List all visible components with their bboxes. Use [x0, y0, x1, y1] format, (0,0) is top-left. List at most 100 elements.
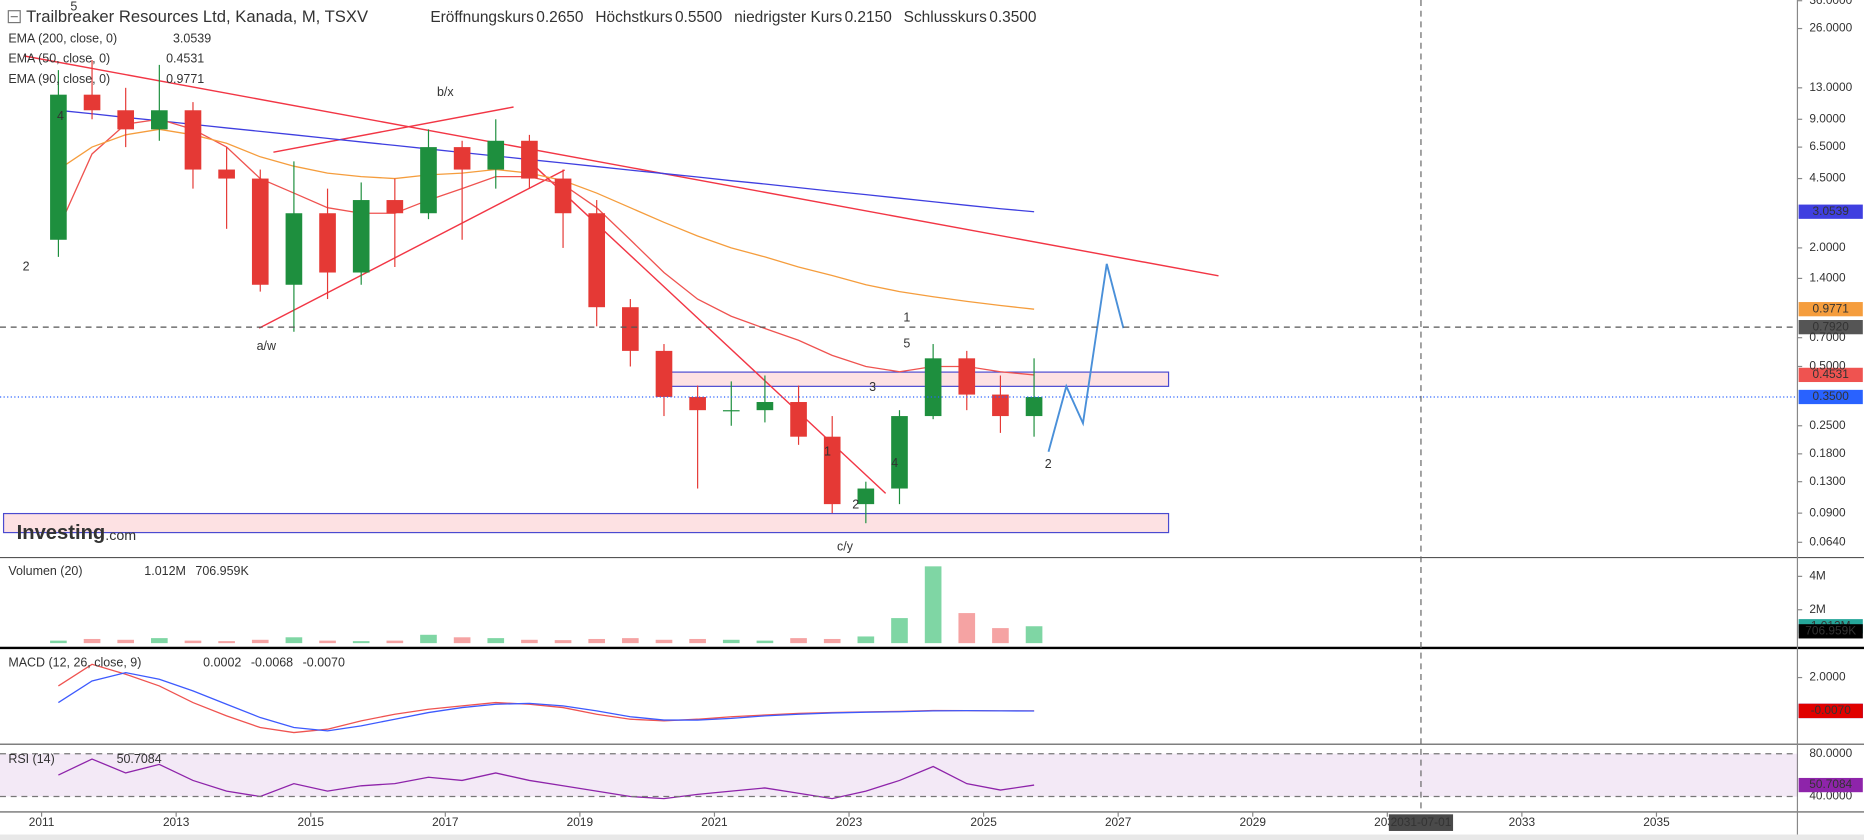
- price-tag-label: -0.0070: [1811, 703, 1852, 717]
- candle-body: [386, 200, 404, 214]
- indicator-line: [58, 758, 1035, 800]
- volume-bar: [790, 638, 807, 644]
- volume-bar: [420, 634, 437, 644]
- volume-bar: [117, 639, 135, 644]
- volume-bar: [251, 639, 269, 644]
- candle-body: [319, 213, 336, 273]
- zone-box: [2, 512, 1170, 534]
- indicator-line: [58, 671, 1035, 732]
- y-tick-label: 6.5000: [1809, 139, 1846, 153]
- zone-box: [666, 371, 1170, 387]
- x-tick-label: 2029: [1240, 815, 1267, 829]
- x-tick-label: 2011: [29, 815, 55, 829]
- bottom-toolbar: [0, 834, 1864, 840]
- crosshair-label: 2031-07-01: [1391, 815, 1452, 829]
- wave-label: 1: [903, 310, 910, 324]
- wave-label: 2: [1045, 457, 1052, 471]
- wave-label: 1: [824, 444, 831, 458]
- panel-legend-value: 0.0002: [203, 656, 241, 670]
- candle-body: [453, 147, 471, 170]
- ema-line: [57, 118, 1035, 376]
- legend-name: EMA (200, close, 0): [8, 32, 117, 46]
- price-tag-label: 0.9771: [1813, 301, 1850, 315]
- price-tag-label: 0.4531: [1813, 367, 1850, 381]
- x-tick-label: 2017: [432, 815, 458, 829]
- panel-legend-title: MACD (12, 26, close, 9): [8, 656, 141, 670]
- volume-bar: [857, 636, 875, 644]
- price-tag: [1798, 777, 1863, 793]
- watermark-suffix: .com: [105, 528, 136, 544]
- panel-legend-value: 50.7084: [117, 752, 162, 766]
- y-tick-label: 4M: [1809, 569, 1826, 583]
- price-tag: [1798, 389, 1863, 405]
- legend-name: EMA (50, close, 0): [8, 52, 110, 66]
- wave-label: b/x: [437, 85, 454, 99]
- volume-bar: [83, 638, 101, 644]
- volume-bar: [622, 638, 639, 644]
- collapse-icon[interactable]: [7, 10, 21, 24]
- candle-body: [1025, 396, 1043, 417]
- price-tag: [1798, 624, 1863, 639]
- price-tag: [1798, 302, 1863, 317]
- header-field-value: 0.2150: [845, 9, 892, 26]
- y-tick-label: 9.0000: [1809, 111, 1846, 125]
- price-tag: [1798, 204, 1863, 219]
- volume-bar: [924, 566, 942, 644]
- candle-body: [689, 396, 706, 411]
- price-tag-label: 50.7084: [1809, 777, 1852, 791]
- candle-body: [218, 169, 235, 179]
- wave-label: 5: [903, 336, 910, 350]
- candle-body: [83, 94, 101, 111]
- y-tick-label: 4.5000: [1809, 171, 1846, 185]
- volume-bar: [50, 640, 67, 644]
- wave-label: a/w: [257, 339, 277, 353]
- panel-legend-value: -0.0070: [303, 656, 345, 670]
- panel-legend-value: 1.012M: [144, 564, 186, 578]
- header-field-value: 0.3500: [989, 9, 1036, 26]
- price-tag-label: 0.7920: [1813, 319, 1850, 333]
- candle-body: [992, 394, 1009, 417]
- candle-body: [487, 140, 505, 170]
- y-tick-label: 0.7000: [1809, 330, 1846, 344]
- ema-line: [58, 128, 1035, 310]
- volume-bar: [689, 638, 706, 644]
- candle-body: [554, 178, 572, 214]
- y-tick-label: 26.0000: [1809, 21, 1852, 35]
- y-tick-label: 0.1300: [1809, 474, 1846, 488]
- volume-bar: [554, 640, 572, 644]
- drawings: [2, 55, 1219, 534]
- volume-bar: [823, 638, 841, 644]
- candle-body: [756, 402, 774, 411]
- x-tick-label: 2035: [1643, 815, 1670, 829]
- x-tick-label: 2021: [701, 815, 728, 829]
- candle-body: [958, 358, 976, 395]
- volume-bar: [655, 639, 673, 644]
- trend-line: [273, 106, 514, 153]
- volume-bar: [992, 628, 1009, 644]
- rsi-band: [0, 753, 1798, 797]
- y-tick-label: 36.0000: [1809, 0, 1852, 7]
- wave-label: 4: [891, 456, 898, 470]
- y-tick-label: 0.2500: [1809, 418, 1846, 432]
- volume-bar: [319, 640, 336, 644]
- candle-body: [251, 178, 269, 285]
- candle-body: [151, 110, 168, 130]
- volume-bar: [386, 640, 404, 644]
- ema-line: [58, 109, 1035, 213]
- x-tick-label: 2015: [298, 815, 325, 829]
- candle-body: [622, 307, 639, 351]
- header-field-name: Schlusskurs: [904, 9, 987, 26]
- y-tick-label: 0.0900: [1809, 505, 1846, 519]
- watermark-brand: Investing: [17, 522, 106, 544]
- wave-label: c/y: [837, 539, 854, 553]
- wave-label: 2: [852, 497, 859, 511]
- price-tag: [1798, 367, 1863, 383]
- y-tick-label: 0.1800: [1809, 446, 1846, 460]
- candle-body: [722, 410, 740, 412]
- x-tick-label: 2013: [163, 815, 190, 829]
- x-tick-label: 2023: [836, 815, 863, 829]
- candle-body: [50, 94, 67, 240]
- candle-body: [117, 110, 135, 130]
- price-tag-label: 3.0539: [1813, 204, 1850, 218]
